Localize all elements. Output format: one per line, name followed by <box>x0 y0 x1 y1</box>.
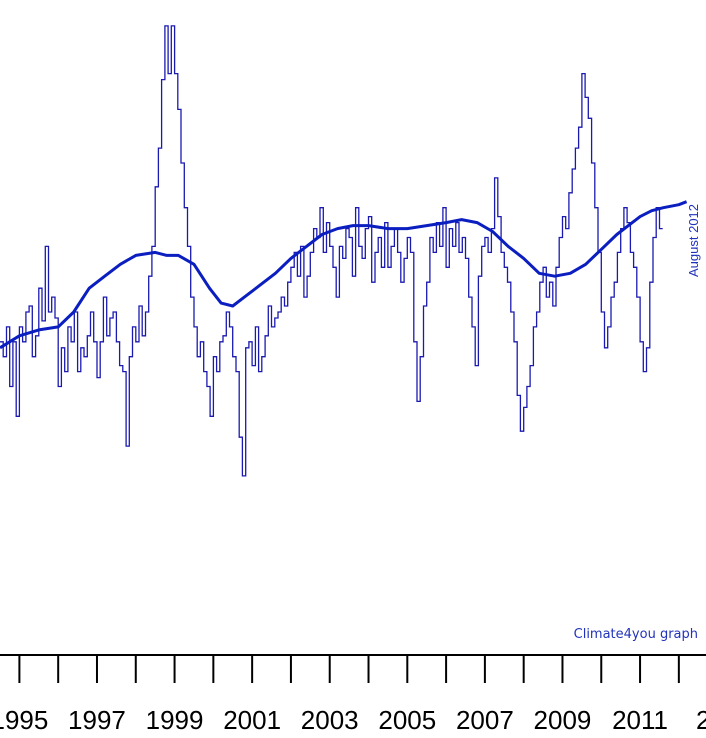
date-stamp: August 2012 <box>686 204 701 277</box>
x-tick-label: 2001 <box>223 705 281 735</box>
x-tick-label: 2011 <box>612 705 668 735</box>
x-tick-label: 2005 <box>378 705 436 735</box>
credit-label: Climate4you graph <box>574 627 698 642</box>
running-mean-line <box>0 200 688 350</box>
x-tick-label: 2003 <box>301 705 359 735</box>
ticks-layer <box>18 655 680 683</box>
x-tick-label: 1999 <box>146 705 204 735</box>
monthly-series-line <box>0 25 663 477</box>
x-tick-label: 2009 <box>534 705 592 735</box>
x-tick-label: 2007 <box>456 705 514 735</box>
x-tick-label: 201 <box>696 705 706 735</box>
series-layer <box>0 25 688 477</box>
x-tick-label: 1995 <box>0 705 48 735</box>
tick-labels-layer: 1995 1997 1999 2001 2003 2005 2007 2009 2011 201 <box>0 705 706 735</box>
x-tick-label: 1997 <box>68 705 126 735</box>
